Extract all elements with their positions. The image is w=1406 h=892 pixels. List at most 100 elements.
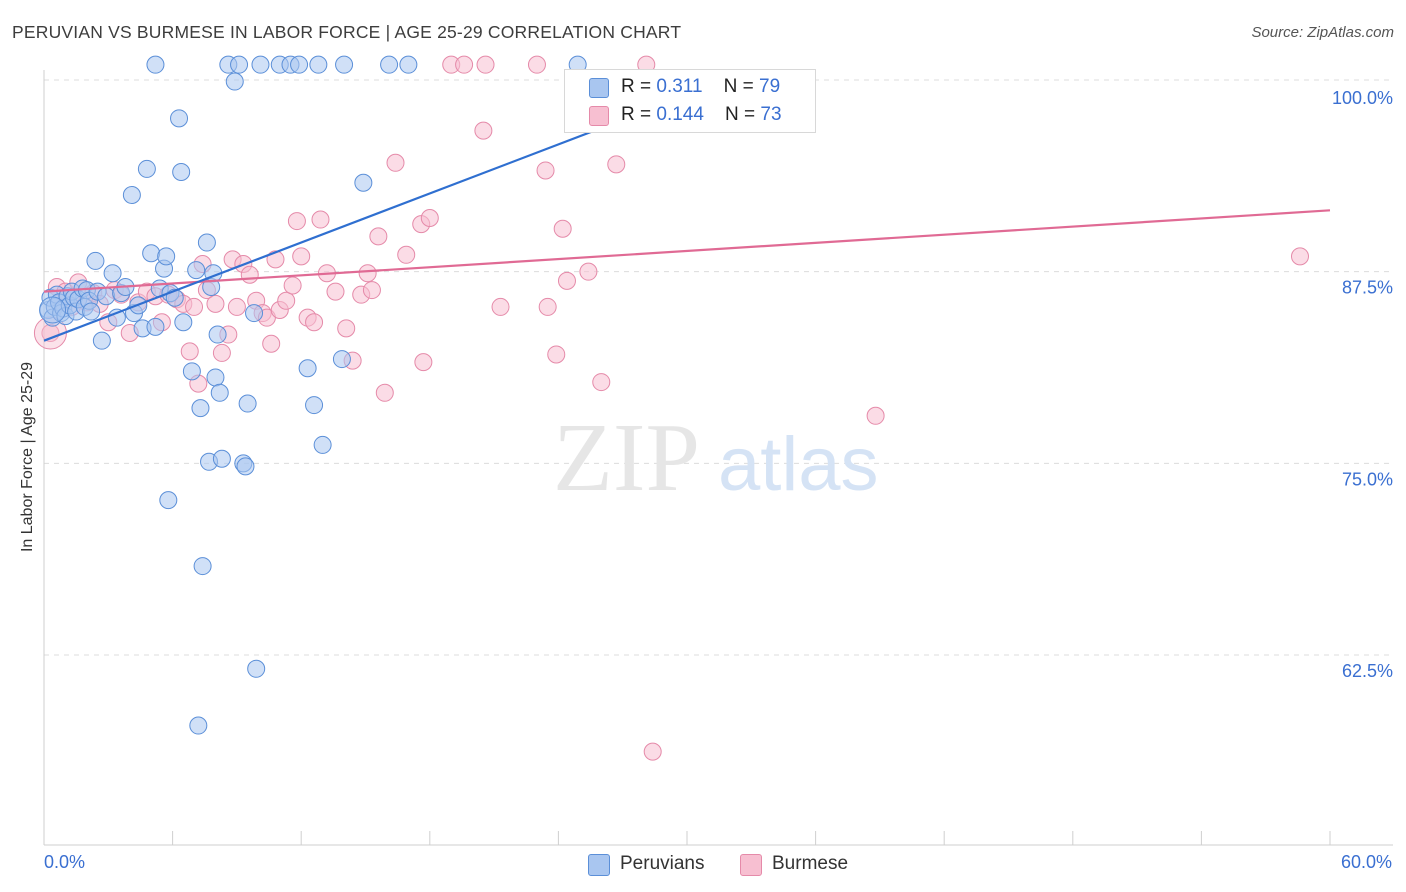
- burmese-point: [538, 297, 557, 316]
- burmese-point: [866, 406, 885, 425]
- burmese-point: [305, 313, 324, 332]
- y-tick-label: 75.0%: [1342, 469, 1393, 489]
- source-label: Source: ZipAtlas.com: [1251, 24, 1394, 41]
- burmese-point: [607, 155, 626, 174]
- legend-label-burmese: Burmese: [772, 853, 849, 874]
- peruvian-point: [97, 287, 116, 306]
- peruvian-point: [309, 55, 328, 74]
- burmese-point: [277, 291, 296, 310]
- peruvian-point: [86, 251, 105, 270]
- y-tick-labels: 62.5% 75.0% 87.5% 100.0%: [1332, 88, 1393, 681]
- burmese-point: [557, 271, 576, 290]
- peruvian-point: [206, 368, 225, 387]
- burmese-point: [369, 227, 388, 246]
- burmese-point: [420, 209, 439, 227]
- burmese-point: [311, 210, 330, 229]
- n-label: N =: [723, 76, 760, 97]
- peruvian-point: [172, 163, 191, 181]
- burmese-point: [476, 55, 495, 74]
- peruvian-trend-line: [43, 94, 688, 342]
- burmese-point: [185, 297, 204, 316]
- burmese-point: [240, 265, 259, 284]
- watermark: ZIP atlas: [553, 404, 879, 512]
- peruvian-point: [230, 55, 249, 74]
- stats-legend: R = 0.311 N = 79 R = 0.144 N = 73: [564, 69, 816, 133]
- y-tick-label: 62.5%: [1342, 661, 1393, 681]
- burmese-point: [491, 297, 510, 316]
- trend-lines: [43, 94, 1331, 342]
- peruvian-stats: R = 0.311 N = 79: [621, 76, 780, 98]
- burmese-point: [362, 281, 381, 300]
- peruvian-point: [380, 55, 399, 74]
- y-tick-label: 100.0%: [1332, 88, 1393, 108]
- peruvian-point: [305, 396, 324, 415]
- peruvian-point: [92, 331, 111, 350]
- burmese-point: [337, 319, 356, 338]
- burmese-point: [180, 342, 199, 361]
- burmese-point: [579, 262, 598, 281]
- peruvian-legend-swatch: [588, 854, 610, 876]
- peruvian-point: [335, 55, 354, 74]
- peruvian-point: [245, 304, 264, 323]
- burmese-point: [375, 383, 394, 402]
- peruvian-point: [212, 449, 231, 468]
- burmese-point: [1290, 247, 1309, 266]
- burmese-point: [527, 55, 546, 74]
- r-label: R =: [621, 76, 657, 97]
- series-legend: Peruvians Burmese: [0, 850, 1406, 880]
- burmese-legend-swatch: [740, 854, 762, 876]
- peruvian-point: [82, 302, 101, 321]
- burmese-point: [287, 212, 306, 231]
- peruvian-point: [290, 55, 309, 74]
- burmese-point: [266, 250, 285, 269]
- peruvian-point: [137, 159, 156, 178]
- peruvian-point: [313, 435, 332, 454]
- legend-label-peruvians: Peruvians: [620, 853, 705, 874]
- peruvian-point: [399, 55, 418, 74]
- peruvian-point: [122, 186, 141, 204]
- peruvian-point: [193, 557, 212, 576]
- axes: [43, 70, 1393, 846]
- peruvian-point: [208, 325, 227, 344]
- burmese-point: [455, 55, 474, 74]
- gridlines: [44, 79, 1393, 656]
- peruvian-point: [298, 359, 317, 378]
- r-value: 0.144: [656, 104, 704, 125]
- burmese-point: [414, 353, 433, 372]
- peruvian-point: [251, 55, 270, 74]
- peruvian-point: [146, 55, 165, 74]
- burmese-point: [212, 343, 231, 362]
- peruvian-point: [159, 491, 178, 510]
- peruvian-point: [197, 233, 216, 252]
- peruvian-point-cluster: [39, 296, 67, 324]
- peruvian-swatch: [589, 78, 609, 98]
- peruvian-point: [146, 317, 165, 336]
- burmese-point: [326, 282, 345, 301]
- burmese-point: [283, 276, 302, 295]
- burmese-point: [536, 161, 555, 180]
- peruvian-point: [247, 659, 266, 678]
- burmese-stats: R = 0.144 N = 73: [621, 104, 782, 126]
- peruvian-point: [170, 109, 189, 128]
- n-value: 73: [760, 104, 782, 125]
- burmese-point: [553, 219, 572, 238]
- burmese-point: [592, 373, 611, 392]
- peruvian-point: [142, 244, 161, 263]
- y-tick-label: 87.5%: [1342, 278, 1393, 298]
- burmese-point: [262, 334, 281, 353]
- peruvian-point: [238, 394, 257, 413]
- peruvian-point: [103, 264, 122, 283]
- burmese-point: [643, 742, 662, 761]
- n-value: 79: [759, 76, 781, 97]
- n-label: N =: [725, 104, 761, 125]
- peruvian-point: [189, 716, 208, 735]
- burmese-point: [386, 153, 405, 172]
- x-tick-max: 60.0%: [1340, 852, 1392, 872]
- burmese-point: [547, 345, 566, 364]
- legend-row-burmese: R = 0.144 N = 73: [565, 101, 815, 129]
- burmese-point: [397, 245, 416, 264]
- peruvian-point: [187, 261, 206, 280]
- burmese-swatch: [589, 106, 609, 126]
- peruvian-point: [157, 247, 176, 266]
- legend-row-peruvians: R = 0.311 N = 79: [565, 73, 815, 101]
